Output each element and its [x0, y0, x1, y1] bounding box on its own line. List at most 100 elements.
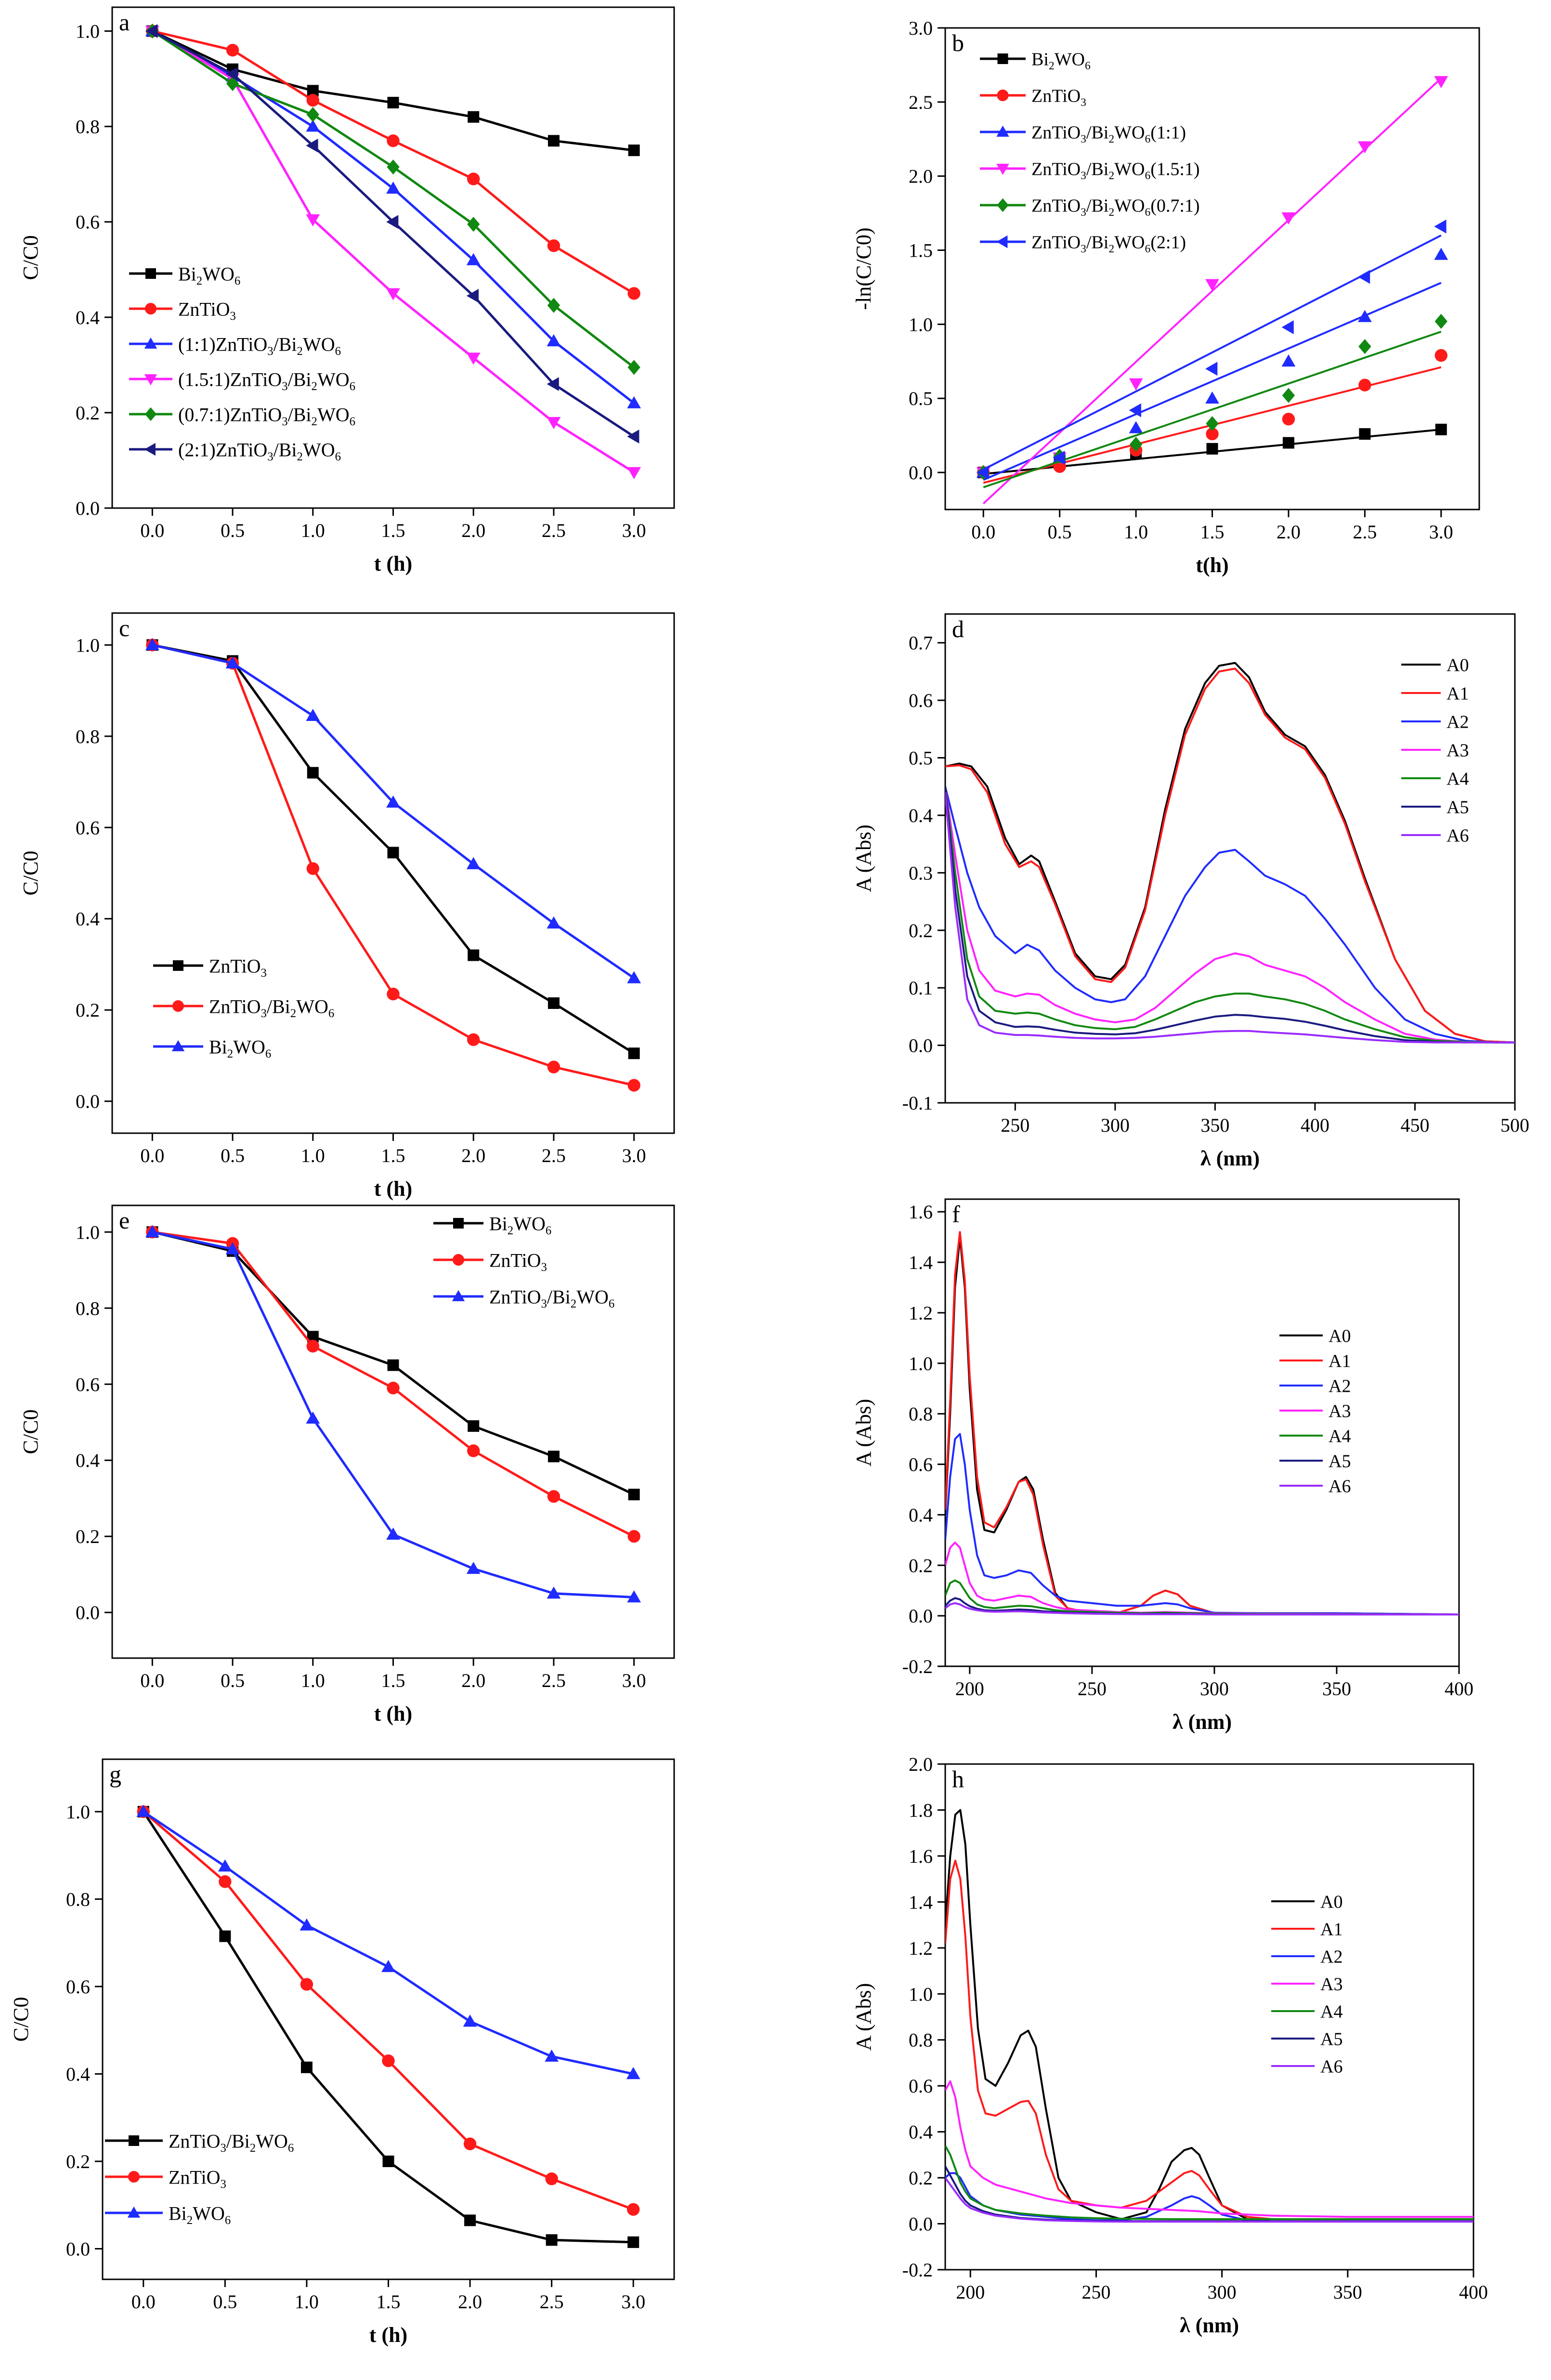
data-point-triangle-up	[145, 1225, 159, 1238]
legend-label: A1	[1320, 1920, 1342, 1940]
legend-label: ZnTiO3/Bi2WO6	[209, 995, 334, 1020]
y-tick-label: 0.4	[909, 805, 933, 826]
label-subscript: 2	[290, 1007, 296, 1020]
label-text: /Bi	[288, 404, 312, 425]
data-point-square	[627, 2236, 639, 2248]
legend-label: A2	[1320, 1947, 1342, 1967]
label-subscript: 3	[220, 2142, 226, 2155]
y-tick-label: 0.0	[66, 2238, 90, 2260]
series-line	[945, 667, 1515, 1044]
data-point-triangle-up	[996, 125, 1009, 137]
legend-entry: A1	[1271, 1920, 1342, 1940]
data-point-triangle-left	[466, 288, 479, 303]
plot-frame	[944, 613, 1516, 1104]
series-line	[945, 662, 1515, 1044]
data-point-triangle-up	[627, 971, 641, 983]
series-line	[945, 792, 1515, 1044]
x-tick-label: 1.5	[381, 1670, 405, 1691]
series-ZnTiO3/Bi2WO6(2:1)	[976, 219, 1447, 480]
x-axis-label: t(h)	[1196, 553, 1228, 577]
label-text: /Bi	[1086, 159, 1108, 180]
label-text: (0.7:1)	[1150, 196, 1199, 216]
x-tick-label: 0.0	[140, 1670, 164, 1691]
y-tick-label: 0.4	[66, 2063, 90, 2085]
data-point-triangle-up	[452, 1290, 465, 1301]
legend-label: A2	[1329, 1376, 1351, 1397]
legend-entry: A4	[1401, 769, 1469, 789]
data-point-triangle-down	[466, 353, 481, 365]
series-line	[152, 643, 635, 1086]
label-text: WO	[1114, 159, 1145, 180]
x-tick-label: 3.0	[622, 1670, 646, 1691]
x-tick-label: 2.0	[461, 1670, 485, 1691]
legend-label: A0	[1329, 1326, 1351, 1347]
x-tick-label: 1.0	[301, 520, 325, 541]
y-tick-label: 0.6	[76, 1373, 100, 1395]
label-subscript: 3	[282, 380, 287, 393]
series-A0	[945, 1809, 1473, 2223]
data-point-triangle-down	[1129, 378, 1143, 391]
label-text: (2:1)	[1150, 233, 1186, 253]
data-point-diamond	[1434, 314, 1447, 329]
label-text: ZnTiO	[169, 2130, 220, 2152]
data-point-triangle-up	[1129, 421, 1143, 433]
label-text: WO	[1114, 233, 1145, 253]
data-point-triangle-up	[466, 857, 481, 869]
x-tick-label: 0.5	[221, 520, 245, 541]
label-subscript: 3	[1081, 170, 1086, 182]
label-text: ZnTiO	[1031, 196, 1081, 216]
series-A6	[945, 792, 1515, 1044]
y-tick-label: 0.6	[909, 1454, 933, 1476]
data-point-triangle-left	[145, 24, 158, 38]
x-tick-label: 250	[1082, 2281, 1110, 2303]
x-tick-label: 250	[1078, 1678, 1107, 1700]
data-point-circle	[467, 1033, 480, 1046]
data-point-triangle-up	[225, 656, 240, 669]
label-subscript: 2	[297, 345, 303, 358]
data-point-triangle-up	[127, 2206, 141, 2218]
label-subscript: 6	[265, 1047, 271, 1060]
series-A0	[945, 1236, 1459, 1616]
label-subscript: 3	[1081, 133, 1086, 145]
x-tick-label: 1.5	[381, 520, 405, 541]
legend-entry: (1.5:1)ZnTiO3/Bi2WO6	[129, 368, 355, 393]
y-tick-label: 0.2	[76, 999, 100, 1021]
data-point-diamond	[467, 217, 480, 232]
label-text: WO	[513, 1213, 546, 1234]
legend-label: ZnTiO3/Bi2WO6(0.7:1)	[1031, 196, 1200, 219]
label-text: /Bi	[547, 1286, 571, 1308]
label-subscript: 3	[267, 450, 273, 463]
series-A5	[945, 786, 1515, 1044]
data-point-triangle-up	[306, 708, 320, 721]
data-point-triangle-up	[1357, 310, 1372, 322]
plot-frame	[944, 1763, 1474, 2271]
data-point-triangle-left	[976, 465, 989, 480]
legend-label: ZnTiO3	[489, 1249, 547, 1274]
legend-entry: ZnTiO3	[105, 2166, 226, 2191]
legend-label: (2:1)ZnTiO3/Bi2WO6	[178, 439, 341, 463]
y-tick-label: 0.0	[76, 1091, 100, 1112]
legend-label: A5	[1329, 1452, 1351, 1472]
y-tick-label: 1.4	[909, 1252, 933, 1273]
label-text: /Bi	[1086, 123, 1108, 143]
legend-label: (0.7:1)ZnTiO3/Bi2WO6	[178, 404, 355, 428]
data-point-square	[468, 111, 480, 123]
data-point-square	[387, 97, 399, 109]
data-point-square	[307, 767, 319, 779]
label-subscript: 6	[1145, 243, 1150, 255]
label-text: /Bi	[226, 2130, 250, 2152]
y-tick-label: 0.4	[909, 2121, 933, 2143]
y-tick-label: 0.0	[909, 1605, 933, 1627]
data-point-square	[453, 1218, 464, 1229]
y-tick-label: 0.0	[909, 462, 933, 484]
x-tick-label: 1.5	[377, 2291, 401, 2313]
series-Bi2WO6	[146, 1226, 640, 1501]
legend-entry: A1	[1401, 684, 1469, 704]
label-subscript: 2	[187, 2214, 193, 2227]
legend-entry: A5	[1279, 1452, 1351, 1472]
legend-entry: A0	[1279, 1326, 1351, 1347]
panel-label: e	[119, 1207, 130, 1234]
y-tick-label: 0.7	[909, 632, 933, 654]
series-A4	[945, 2145, 1473, 2220]
